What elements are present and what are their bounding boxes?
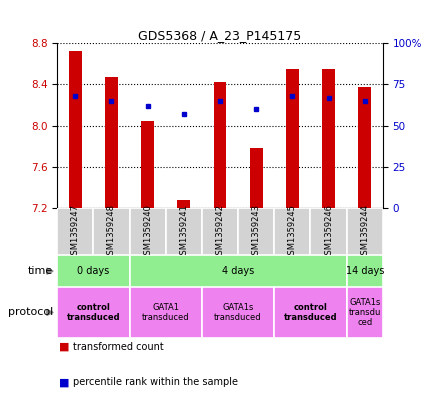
Bar <box>129 287 202 338</box>
Text: GSM1359248: GSM1359248 <box>107 204 116 260</box>
Bar <box>57 287 129 338</box>
Text: GSM1359245: GSM1359245 <box>288 204 297 260</box>
Bar <box>322 69 335 208</box>
Text: ■: ■ <box>59 342 70 352</box>
Text: GATA1s
transduced: GATA1s transduced <box>214 303 262 322</box>
Bar <box>238 208 274 255</box>
Bar <box>166 208 202 255</box>
Text: GSM1359247: GSM1359247 <box>71 204 80 260</box>
Bar <box>93 208 129 255</box>
Bar <box>347 255 383 287</box>
Bar <box>129 255 347 287</box>
Text: protocol: protocol <box>7 307 53 318</box>
Text: percentile rank within the sample: percentile rank within the sample <box>73 377 238 387</box>
Text: time: time <box>28 266 53 276</box>
Text: 4 days: 4 days <box>222 266 254 276</box>
Text: ■: ■ <box>59 377 70 387</box>
Text: GSM1359241: GSM1359241 <box>180 204 188 260</box>
Bar <box>311 208 347 255</box>
Text: GATA1s
transdu
ced: GATA1s transdu ced <box>348 298 381 327</box>
Bar <box>177 200 190 208</box>
Text: 14 days: 14 days <box>345 266 384 276</box>
Bar <box>105 77 118 208</box>
Bar <box>69 51 82 208</box>
Bar <box>274 287 347 338</box>
Text: control
transduced: control transduced <box>66 303 120 322</box>
Bar <box>347 287 383 338</box>
Bar <box>141 121 154 208</box>
Bar <box>274 208 311 255</box>
Title: GDS5368 / A_23_P145175: GDS5368 / A_23_P145175 <box>138 29 302 42</box>
Bar <box>250 149 263 208</box>
Bar <box>57 208 93 255</box>
Bar <box>57 255 129 287</box>
Bar <box>202 287 274 338</box>
Text: GSM1359242: GSM1359242 <box>216 204 224 260</box>
Text: GSM1359244: GSM1359244 <box>360 204 369 260</box>
Text: GATA1
transduced: GATA1 transduced <box>142 303 190 322</box>
Bar <box>286 69 299 208</box>
Bar <box>129 208 166 255</box>
Text: transformed count: transformed count <box>73 342 163 352</box>
Bar <box>347 208 383 255</box>
Text: GSM1359243: GSM1359243 <box>252 204 260 260</box>
Text: GSM1359246: GSM1359246 <box>324 204 333 260</box>
Bar <box>202 208 238 255</box>
Text: GSM1359240: GSM1359240 <box>143 204 152 260</box>
Bar <box>359 86 371 208</box>
Bar <box>214 83 226 208</box>
Text: 0 days: 0 days <box>77 266 110 276</box>
Text: control
transduced: control transduced <box>284 303 337 322</box>
